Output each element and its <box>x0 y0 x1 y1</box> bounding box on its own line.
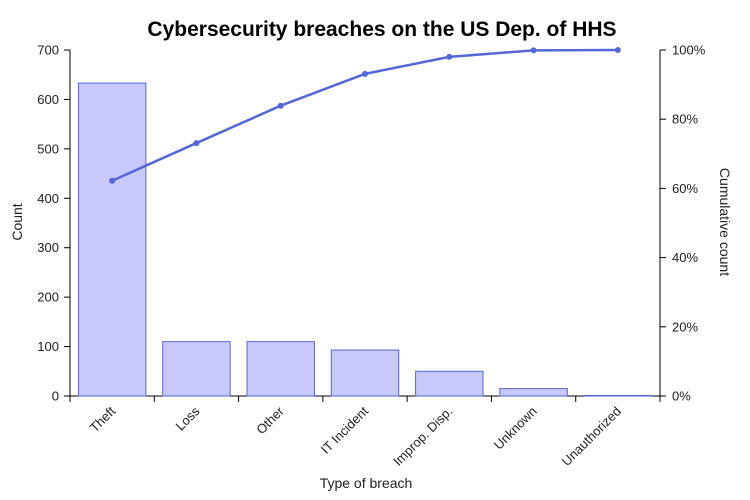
x-axis-title: Type of breach <box>320 475 413 491</box>
cumulative-point <box>362 70 368 77</box>
y-tick-label: 600 <box>37 92 59 107</box>
y-tick-label: 0 <box>52 389 59 404</box>
cumulative-point <box>614 47 621 53</box>
y2-axis-title: Cumulative count <box>717 168 733 276</box>
bar <box>415 370 484 397</box>
x-tick-label: Other <box>253 403 287 437</box>
y-tick-label: 700 <box>37 43 59 58</box>
cumulative-line-path <box>111 48 618 182</box>
y2-tick-label: 20% <box>672 319 698 334</box>
bar <box>77 82 147 397</box>
cumulative-line <box>109 47 621 184</box>
x-tick-label: IT Incident <box>318 403 372 457</box>
chart-title: Cybersecurity breaches on the US Dep. of… <box>147 18 616 41</box>
x-tick-label: Loss <box>173 403 203 433</box>
x-tick-label: Improp. Disp. <box>390 404 455 469</box>
y-tick-label: 300 <box>37 240 59 255</box>
x-tick-label: Unauthorized <box>559 404 624 469</box>
y-tick-label: 100 <box>37 339 59 354</box>
y-axis-title: Count <box>9 203 25 240</box>
x-tick-label: Unknown <box>491 404 540 453</box>
x-tick-label: Theft <box>87 403 119 435</box>
y2-tick-label: 100% <box>672 43 706 58</box>
bar <box>330 349 400 397</box>
y-tick-label: 200 <box>37 290 59 305</box>
bar <box>246 341 315 397</box>
y-tick-label: 500 <box>37 141 59 156</box>
cumulative-point <box>277 102 284 109</box>
cumulative-point <box>109 177 116 184</box>
bars <box>77 82 653 397</box>
cumulative-point <box>530 47 537 54</box>
cumulative-point <box>193 140 200 147</box>
bar <box>162 341 231 397</box>
y2-tick-label: 40% <box>672 250 698 265</box>
bar <box>499 388 568 397</box>
y2-tick-label: 0% <box>672 389 691 404</box>
y2-tick-label: 80% <box>672 112 698 127</box>
y-tick-label: 400 <box>37 191 59 206</box>
y2-tick-label: 60% <box>672 181 698 196</box>
cumulative-point <box>446 53 453 60</box>
